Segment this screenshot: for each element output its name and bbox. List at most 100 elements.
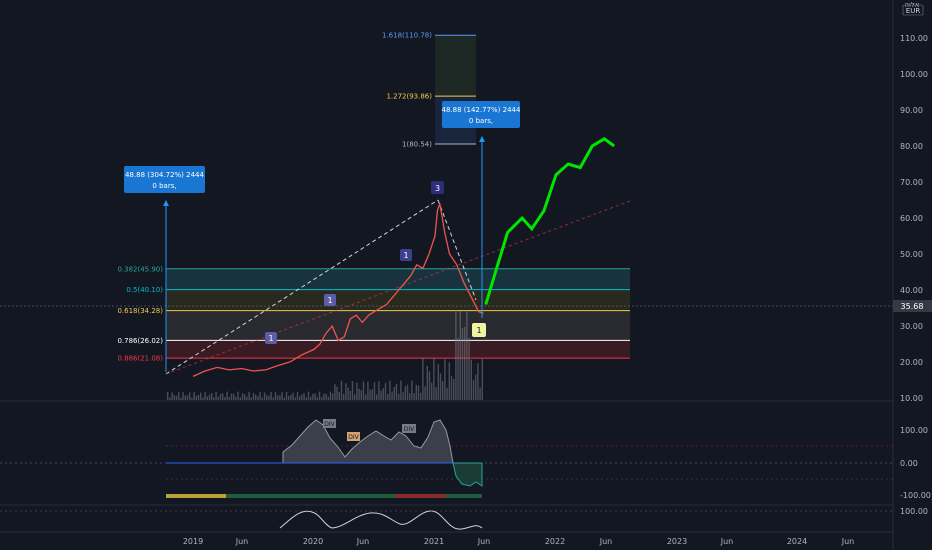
fib-extension[interactable]: 1.618(110.78) 1.272(93.86) 1(80.54) — [382, 32, 476, 149]
volume-bar — [246, 396, 248, 400]
volume-bar — [393, 387, 395, 400]
divergence-label[interactable]: DIV — [323, 419, 336, 428]
time-axis[interactable]: 2019 Jun 2020 Jun 2021 Jun 2022 Jun 2023 Jun 2024 J… — [183, 537, 854, 546]
volume-bar — [288, 396, 290, 400]
volume-bar — [404, 386, 406, 400]
volume-bar — [219, 394, 222, 400]
volume-bar — [290, 394, 292, 400]
wave-label[interactable]: 1 — [324, 294, 336, 306]
volume-bar — [367, 381, 369, 400]
volume-bar — [182, 392, 184, 400]
volume-bar — [277, 395, 279, 400]
svg-text:DIV: DIV — [404, 426, 415, 433]
volume-bar — [481, 358, 483, 400]
price-axis[interactable]: 110.00 100.00 90.00 80.00 70.00 60.00 50.00 40.… — [900, 34, 928, 403]
volume-bar — [459, 310, 461, 400]
volume-bar — [470, 359, 472, 400]
volume-bar — [228, 397, 230, 400]
fib-retracement[interactable]: 0.382(45.90) 0.5(40.10) 0.618(34.28) 0.786(… — [117, 265, 630, 363]
volume-bar — [384, 382, 387, 400]
volume-bar — [351, 380, 354, 400]
volume-bar — [411, 380, 413, 400]
volume-bar — [211, 393, 213, 400]
volume-bar — [318, 391, 321, 400]
time-tick-label: Jun — [599, 537, 613, 546]
volume-bar — [369, 389, 371, 400]
lower-axis-label: 100.00 — [900, 507, 928, 516]
volume-bar — [189, 392, 191, 400]
volume-bar — [237, 391, 239, 400]
volume-bar — [222, 393, 224, 400]
volume-bar — [226, 391, 228, 400]
wave-label[interactable]: 1 — [265, 332, 277, 344]
volume-bar — [178, 392, 180, 400]
volume-bar — [362, 381, 365, 400]
price-tick-label: 60.00 — [900, 214, 923, 223]
volume-bar — [475, 374, 477, 400]
volume-bar — [406, 384, 409, 400]
wave-label[interactable]: 3 — [431, 181, 444, 194]
volume-bar — [261, 397, 263, 400]
divergence-label[interactable]: DIV — [347, 432, 360, 441]
volume-bar — [233, 393, 235, 400]
volume-bar — [200, 392, 202, 400]
svg-text:EUR: EUR — [906, 7, 921, 15]
volume-bar — [389, 380, 391, 400]
volume-bar — [325, 393, 327, 400]
volume-bar — [281, 392, 283, 400]
volume-bar — [255, 394, 257, 400]
volume-bar — [435, 387, 437, 400]
volume-bar — [340, 380, 343, 400]
lower-indicator[interactable] — [0, 510, 893, 530]
svg-text:1: 1 — [403, 251, 408, 260]
volume-bar — [323, 393, 325, 400]
measure-arrowhead — [479, 136, 485, 142]
volume-bar — [461, 327, 464, 400]
volume-bar — [479, 387, 481, 400]
volume-bar — [250, 397, 252, 400]
volume-bar — [217, 396, 219, 400]
measure-box[interactable]: 48.88 (304.72%) 2444 0 bars, — [124, 166, 205, 193]
volume-bar — [409, 393, 411, 400]
svg-text:48.88 (304.72%) 2444: 48.88 (304.72%) 2444 — [125, 171, 204, 179]
volume-bar — [270, 392, 272, 400]
projection-path[interactable] — [484, 136, 615, 305]
volume-bar — [373, 382, 376, 400]
wave-label[interactable]: 1 — [400, 249, 412, 261]
volume-bar — [184, 395, 186, 400]
time-tick-label: Jun — [235, 537, 249, 546]
volume-bar — [391, 391, 393, 400]
oscillator-panel[interactable]: DIV DIV DIV — [0, 419, 893, 498]
volume-bar — [244, 394, 246, 400]
price-series[interactable] — [192, 203, 484, 377]
volume-bar — [395, 383, 398, 400]
trend-line-dashed-red[interactable] — [165, 200, 631, 375]
volume-bar — [305, 397, 307, 400]
volume-bar — [343, 394, 345, 400]
volume-bar — [191, 397, 193, 400]
measure-box[interactable]: 48.88 (142.77%) 2444 0 bars, — [442, 101, 521, 128]
volume-bar — [349, 391, 351, 400]
volume-bar — [444, 359, 446, 400]
price-tick-label: 110.00 — [900, 34, 928, 43]
wave-label[interactable]: 1 — [472, 323, 486, 337]
volume-bar — [303, 393, 305, 400]
volume-bar — [338, 391, 340, 400]
volume-bar — [301, 394, 303, 400]
volume-bar — [437, 364, 439, 400]
volume-bar — [171, 392, 173, 400]
trend-line-dashed[interactable] — [437, 199, 477, 301]
currency-badge[interactable]: EUR — [902, 4, 924, 16]
volume-bars — [167, 310, 483, 400]
volume-bar — [398, 393, 400, 400]
volume-bar — [272, 397, 274, 400]
trend-line-dashed[interactable] — [165, 199, 439, 375]
volume-bar — [347, 387, 349, 400]
divergence-label[interactable]: DIV — [402, 424, 416, 433]
time-tick-label: Jun — [841, 537, 855, 546]
fib-level-label: 0.5(40.10) — [126, 286, 163, 294]
volume-bar — [248, 391, 250, 400]
volume-bar — [285, 391, 288, 400]
fib-extension-label: 1(80.54) — [402, 141, 432, 149]
